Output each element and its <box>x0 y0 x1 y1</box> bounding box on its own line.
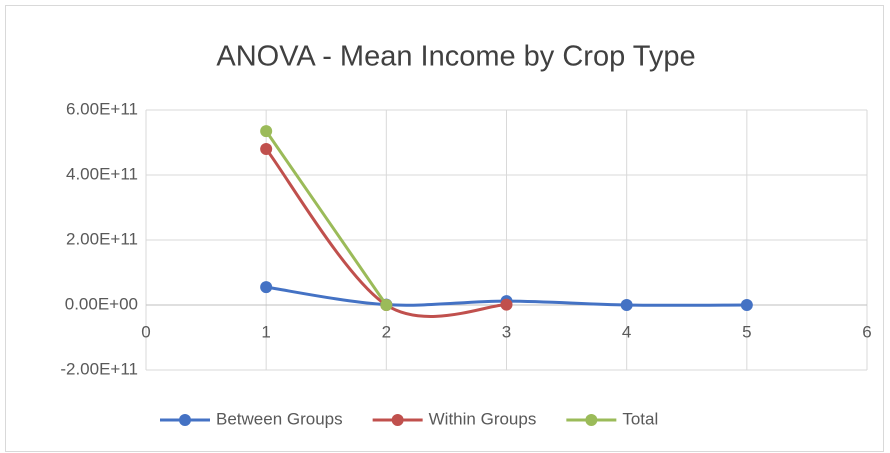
data-point <box>740 299 753 311</box>
legend-marker <box>391 414 404 426</box>
data-point <box>260 143 273 155</box>
x-tick-label: 6 <box>862 322 871 341</box>
data-point <box>260 125 273 138</box>
x-tick-label: 1 <box>261 322 270 341</box>
x-tick-label: 5 <box>742 322 751 341</box>
data-point <box>500 298 513 311</box>
y-tick-label: -2.00E+11 <box>60 359 138 378</box>
legend-marker <box>585 414 598 426</box>
data-point <box>380 299 393 311</box>
x-tick-label: 4 <box>622 322 631 341</box>
y-tick-label: 4.00E+11 <box>66 164 138 183</box>
legend-marker <box>179 414 191 426</box>
y-tick-label: 2.00E+11 <box>66 229 138 248</box>
data-point <box>260 281 273 294</box>
x-tick-label: 0 <box>141 322 150 341</box>
x-tick-label: 3 <box>502 322 511 341</box>
chart-title: ANOVA - Mean Income by Crop Type <box>216 41 695 73</box>
x-tick-label: 2 <box>382 322 391 341</box>
chart-border <box>5 5 884 452</box>
y-tick-label: 0.00E+00 <box>65 294 138 313</box>
legend-label: Between Groups <box>216 409 343 428</box>
y-tick-label: 6.00E+11 <box>66 99 138 118</box>
data-point <box>620 299 633 311</box>
legend-label: Within Groups <box>429 409 537 428</box>
series-line <box>264 130 388 306</box>
legend-label: Total <box>622 409 658 428</box>
